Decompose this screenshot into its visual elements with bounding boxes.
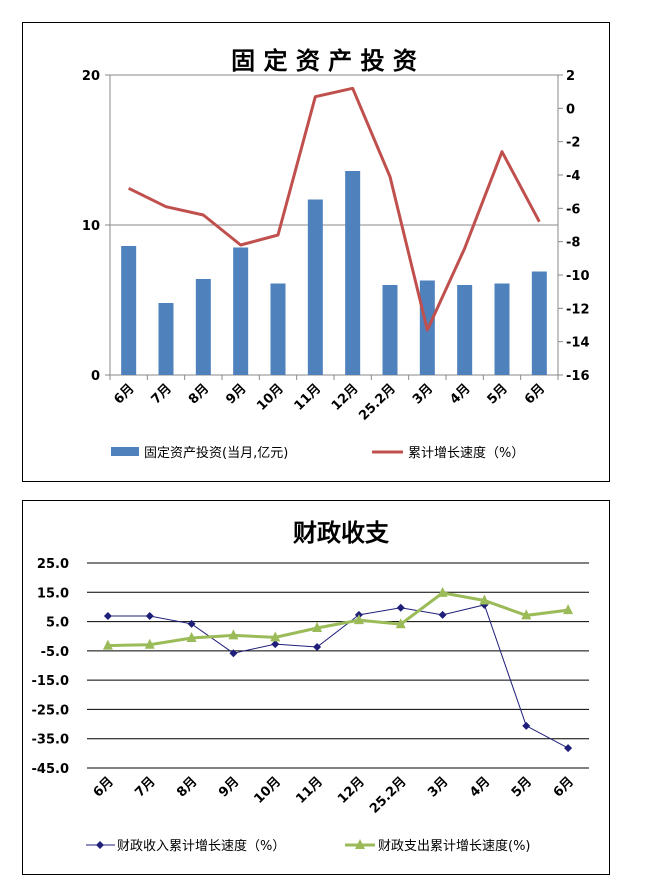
x-tick-label: 12月 <box>335 774 368 807</box>
revenue-marker <box>480 600 489 609</box>
revenue-marker <box>522 721 531 730</box>
expenditure-marker <box>270 631 281 642</box>
left-tick-label: 10 <box>82 219 100 234</box>
x-tick-label: 4月 <box>467 774 493 800</box>
y-tick-label: -45.0 <box>32 762 69 777</box>
x-tick-label: 5月 <box>509 774 535 800</box>
fixed-asset-chart-panel: 固 定 资 产 投 资 0 10 20 2 0 -2 -4 -6 -8 -10 -12 -14 -16 6… <box>22 22 610 482</box>
y-tick-label: 15.0 <box>37 586 69 601</box>
revenue-marker <box>229 649 238 658</box>
revenue-marker <box>564 744 573 753</box>
x-tick-label: 11月 <box>293 774 326 807</box>
right-tick-label: -8 <box>566 236 580 251</box>
x-tick-label: 25.2月 <box>367 774 409 816</box>
legend-label: 财政收入累计增长速度（%） <box>117 838 285 854</box>
x-tick-label: 3月 <box>425 774 451 800</box>
y-tick-label: -35.0 <box>32 733 69 748</box>
revenue-marker <box>145 612 154 621</box>
bar <box>270 283 286 375</box>
right-tick-label: -4 <box>566 169 580 184</box>
bar <box>233 247 249 375</box>
right-tick-label: -2 <box>566 136 580 151</box>
x-tick-label: 9月 <box>223 381 249 407</box>
bar <box>158 303 174 375</box>
y-tick-label: -5.0 <box>41 645 69 660</box>
expenditure-marker <box>437 586 448 597</box>
x-tick-label: 7月 <box>149 381 175 407</box>
expenditure-marker <box>353 614 364 625</box>
expenditure-marker <box>144 638 155 649</box>
legend-marker <box>355 839 365 849</box>
x-tick-label: 8月 <box>174 774 200 800</box>
expenditure-marker <box>228 629 239 640</box>
x-tick-label: 10月 <box>254 381 287 414</box>
bar <box>494 283 510 375</box>
chart-title: 固 定 资 产 投 资 <box>231 47 417 75</box>
x-tick-label: 6月 <box>91 774 117 800</box>
expenditure-marker <box>563 604 574 615</box>
revenue-marker <box>396 603 405 612</box>
x-tick-label: 7月 <box>132 774 158 800</box>
x-tick-label: 11月 <box>292 381 325 414</box>
x-tick-label: 25.2月 <box>356 381 398 423</box>
right-tick-label: 0 <box>566 102 575 117</box>
x-tick-label: 6月 <box>551 774 577 800</box>
x-tick-label: 12月 <box>329 381 362 414</box>
right-tick-label: 2 <box>566 69 575 84</box>
fiscal-chart-panel: 财政收支 25.0 15.0 5.0 -5.0 -15.0 -25.0 -35.0 -45.0… <box>22 500 610 875</box>
right-tick-label: -16 <box>566 369 590 384</box>
y-tick-label: -25.0 <box>32 703 69 718</box>
y-tick-label: 25.0 <box>37 557 69 572</box>
expenditure-growth-line <box>107 591 569 648</box>
left-tick-label: 0 <box>91 369 100 384</box>
expenditure-marker <box>395 618 406 629</box>
legend-marker <box>96 841 104 849</box>
x-tick-label: 8月 <box>186 381 212 407</box>
bar <box>531 271 547 375</box>
x-tick-label: 5月 <box>485 381 511 407</box>
x-tick-label: 10月 <box>251 774 284 807</box>
revenue-marker <box>187 619 196 628</box>
legend-label: 固定资产投资(当月,亿元) <box>144 445 288 461</box>
bar <box>121 246 137 375</box>
revenue-marker <box>313 643 322 652</box>
bar <box>195 279 211 375</box>
bar <box>307 199 323 375</box>
x-tick-label: 4月 <box>447 381 473 407</box>
expenditure-marker <box>479 594 490 605</box>
revenue-marker <box>103 612 112 621</box>
revenue-growth-line <box>107 604 569 749</box>
x-tick-label: 3月 <box>410 381 436 407</box>
revenue-marker <box>271 640 280 649</box>
bar <box>382 285 398 375</box>
growth-line <box>128 86 541 332</box>
x-tick-label: 6月 <box>111 381 137 407</box>
legend-label: 财政支出累计增长速度(%) <box>378 838 531 854</box>
legend-bar-swatch <box>111 447 139 456</box>
fiscal-chart: 财政收支 25.0 15.0 5.0 -5.0 -15.0 -25.0 -35.0 -45.0… <box>32 519 589 854</box>
left-tick-label: 20 <box>82 69 100 84</box>
x-tick-label: 6月 <box>522 381 548 407</box>
expenditure-marker <box>102 639 113 650</box>
bar <box>457 285 473 375</box>
right-tick-label: -12 <box>566 302 590 317</box>
right-tick-label: -10 <box>566 269 590 284</box>
y-tick-label: -15.0 <box>32 674 69 689</box>
right-tick-label: -6 <box>566 202 580 217</box>
chart-title: 财政收支 <box>293 519 390 547</box>
expenditure-marker <box>521 609 532 620</box>
legend-label: 累计增长速度（%） <box>408 445 524 461</box>
revenue-marker <box>438 610 447 619</box>
expenditure-marker <box>186 631 197 642</box>
right-tick-label: -14 <box>566 336 590 351</box>
expenditure-marker <box>312 622 323 633</box>
x-tick-label: 9月 <box>216 774 242 800</box>
bar <box>345 171 361 375</box>
y-tick-label: 5.0 <box>46 616 69 631</box>
